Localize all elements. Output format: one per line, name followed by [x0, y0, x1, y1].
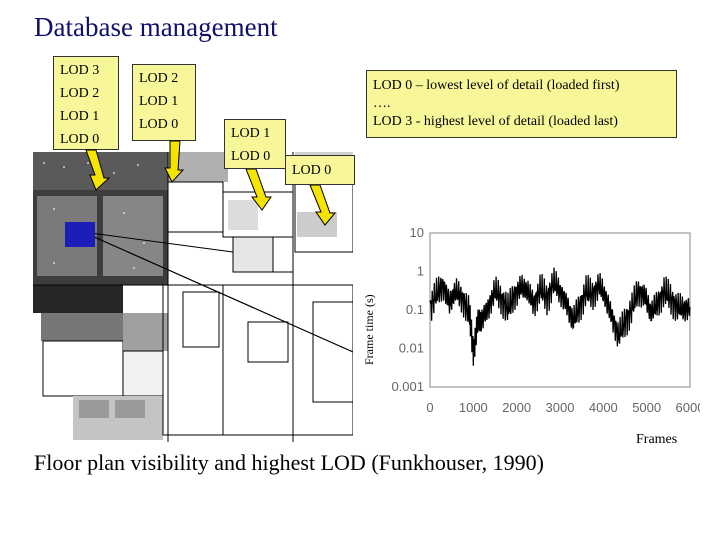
description-line: LOD 0 – lowest level of detail (loaded f…	[373, 78, 620, 93]
floor-plan	[33, 152, 353, 442]
lod-label: LOD 0	[231, 149, 271, 164]
lod-box-2: LOD 2 LOD 1 LOD 0	[132, 64, 196, 141]
arrow-icon	[309, 184, 337, 226]
y-tick-label: 0.1	[406, 302, 424, 317]
viewer-marker	[65, 222, 95, 247]
y-axis-label: Frame time (s)	[362, 294, 376, 365]
lod-box-4: LOD 0	[285, 155, 355, 185]
x-tick-label: 4000	[589, 400, 618, 415]
arrow-icon	[245, 168, 272, 211]
lod-label: LOD 0	[139, 117, 179, 132]
lod-label: LOD 0	[292, 163, 332, 178]
x-tick-label: 1000	[459, 400, 488, 415]
lod-label: LOD 0	[60, 132, 100, 147]
slide-title: Database management	[34, 12, 278, 42]
description-line: LOD 3 - highest level of detail (loaded …	[373, 114, 618, 129]
slide-caption: Floor plan visibility and highest LOD (F…	[34, 450, 544, 475]
y-tick-label: 0.001	[391, 379, 424, 394]
lod-label: LOD 1	[231, 126, 271, 141]
x-tick-label: 2000	[502, 400, 531, 415]
x-tick-label: 0	[426, 400, 433, 415]
x-axis-label: Frames	[636, 432, 678, 447]
lod-label: LOD 3	[60, 63, 100, 78]
lod-box-1: LOD 3 LOD 2 LOD 1 LOD 0	[53, 56, 119, 150]
x-tick-label: 6000	[676, 400, 700, 415]
lod-label: LOD 2	[139, 71, 179, 86]
arrow-icon	[85, 149, 111, 191]
frame-time-series	[429, 267, 691, 366]
arrow-icon	[164, 140, 185, 183]
x-tick-label: 5000	[632, 400, 661, 415]
y-tick-label: 0.01	[399, 341, 424, 356]
x-tick-label: 3000	[546, 400, 575, 415]
lod-description-box: LOD 0 – lowest level of detail (loaded f…	[366, 70, 677, 138]
lod-label: LOD 1	[139, 94, 179, 109]
lod-box-3: LOD 1 LOD 0	[224, 119, 286, 169]
y-tick-label: 1	[417, 264, 424, 279]
lod-label: LOD 2	[60, 86, 100, 101]
description-line: ….	[373, 96, 391, 111]
y-tick-label: 10	[410, 225, 424, 240]
lod-label: LOD 1	[60, 109, 100, 124]
